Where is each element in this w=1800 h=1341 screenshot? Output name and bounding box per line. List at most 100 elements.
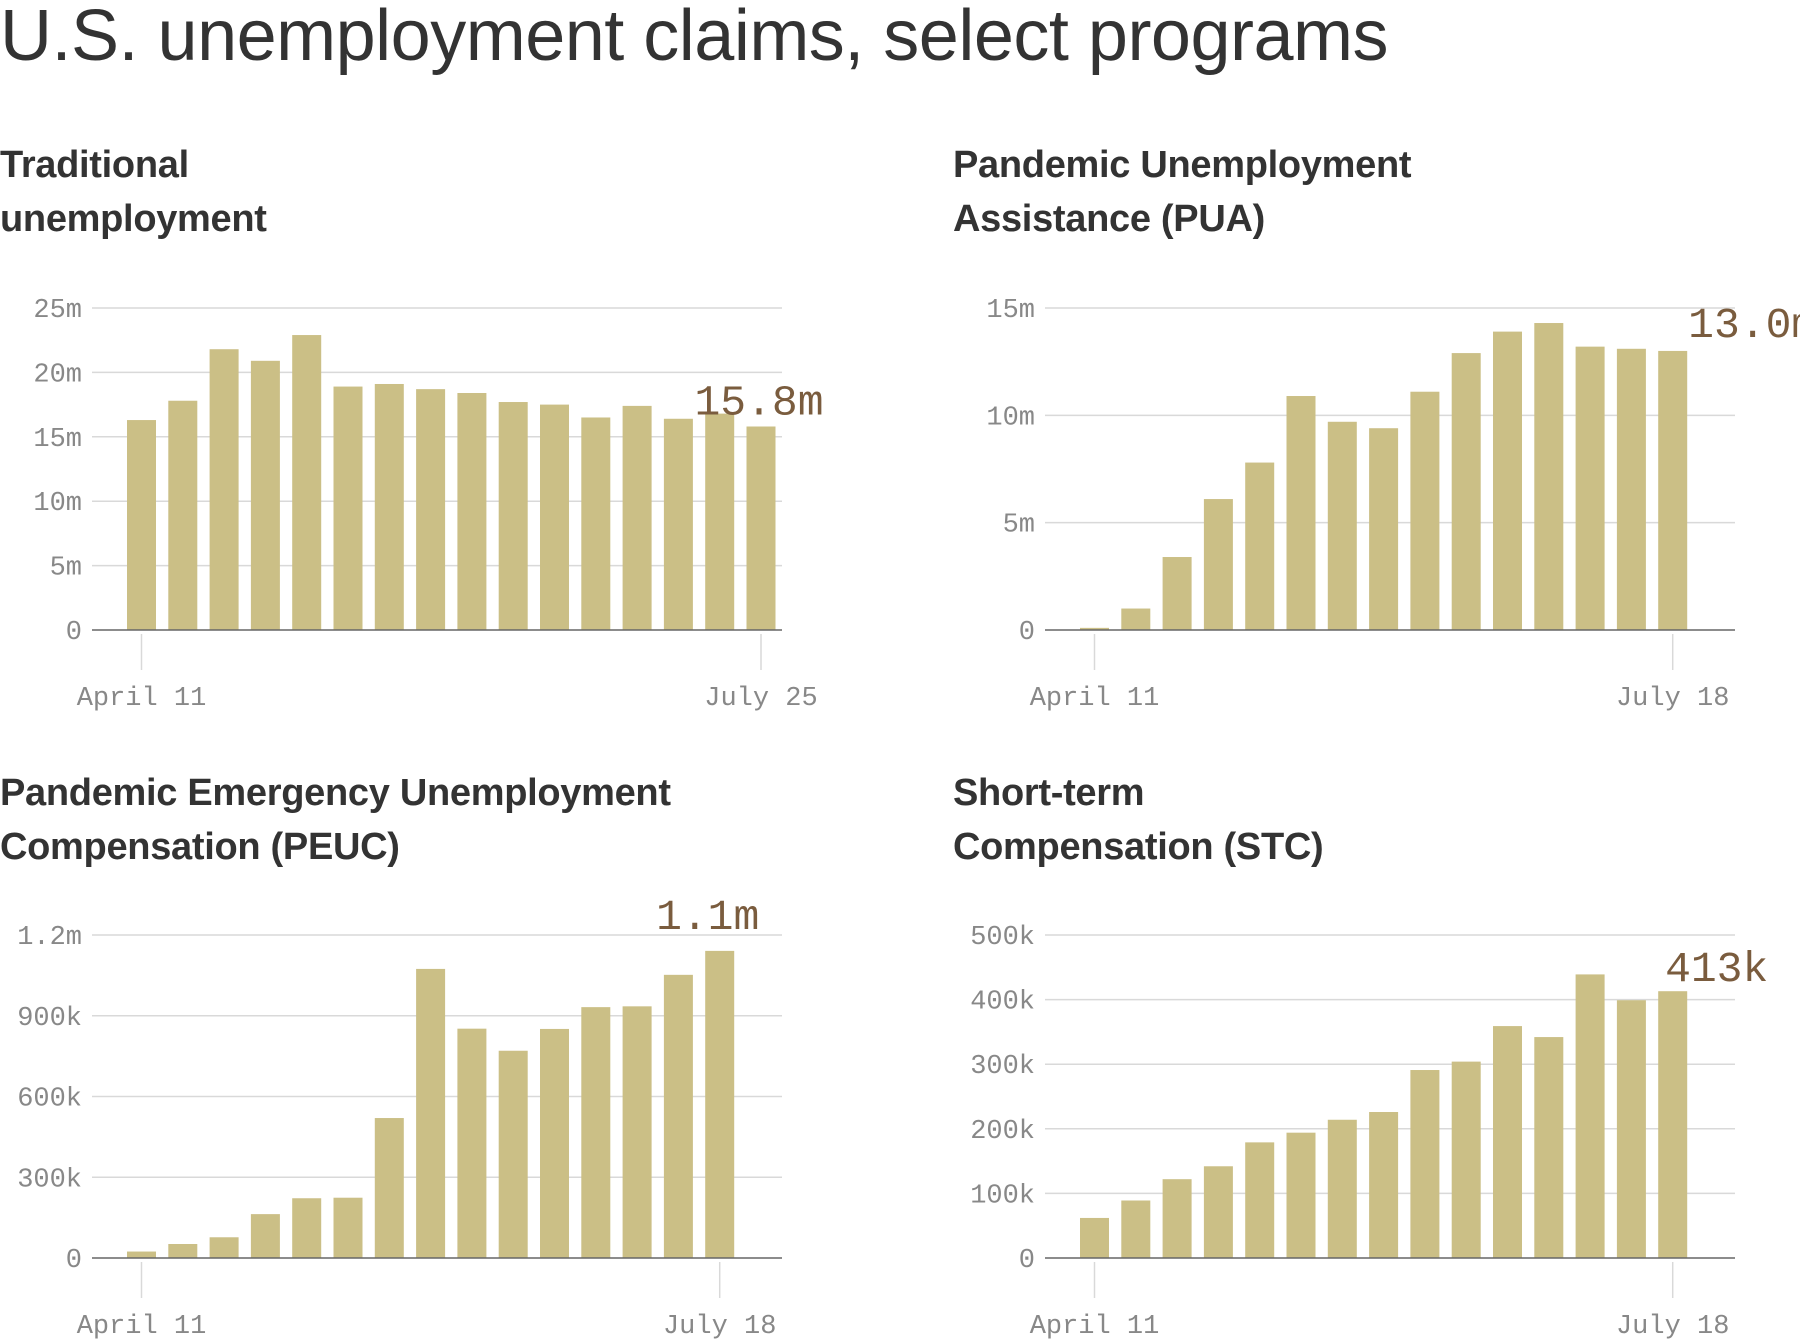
chart-stc: 0 100k 200k 300k 400k 500k April 11 July 18 413k bbox=[970, 923, 1768, 1341]
bar bbox=[250, 1214, 280, 1258]
y-tick-label: 15m bbox=[986, 296, 1035, 326]
y-tick-label: 0 bbox=[1019, 1246, 1035, 1276]
bar bbox=[581, 1007, 611, 1258]
bar bbox=[581, 417, 611, 630]
bar bbox=[1080, 1217, 1109, 1258]
bar bbox=[1245, 462, 1275, 630]
y-tick-label: 1.2m bbox=[17, 923, 82, 953]
bar bbox=[1369, 428, 1399, 630]
bar bbox=[705, 950, 735, 1258]
panel-title-line: unemployment bbox=[0, 198, 267, 240]
y-tick-label: 10m bbox=[986, 403, 1035, 433]
bar bbox=[1245, 1142, 1275, 1258]
bar bbox=[746, 426, 776, 630]
x-tick-label: July 25 bbox=[704, 684, 817, 714]
bar bbox=[540, 404, 569, 630]
bar bbox=[540, 1028, 569, 1258]
panel-title-line: Compensation (STC) bbox=[953, 826, 1324, 868]
bar bbox=[127, 420, 156, 630]
bar bbox=[498, 1050, 528, 1258]
bar bbox=[1534, 323, 1564, 630]
bar bbox=[333, 1197, 363, 1258]
x-tick-label: April 11 bbox=[1030, 684, 1160, 714]
x-tick-label: April 11 bbox=[77, 684, 207, 714]
y-tick-label: 600k bbox=[17, 1085, 82, 1115]
bar bbox=[1203, 1166, 1233, 1258]
chart-title: U.S. unemployment claims, select program… bbox=[0, 0, 1389, 76]
bar bbox=[457, 393, 487, 630]
bar bbox=[209, 1237, 239, 1258]
y-tick-label: 500k bbox=[970, 923, 1035, 953]
y-tick-label: 5m bbox=[1003, 511, 1035, 541]
value-callout: 13.0m bbox=[1688, 301, 1800, 350]
bar bbox=[1575, 974, 1605, 1258]
bar bbox=[1658, 991, 1688, 1258]
bar bbox=[1327, 1119, 1357, 1258]
panel-title-peuc: Pandemic Emergency Unemployment Compensa… bbox=[0, 766, 671, 874]
bar bbox=[1121, 1200, 1151, 1258]
x-tick-label: April 11 bbox=[1030, 1312, 1160, 1341]
chart-pua: 0 5m 10m 15m April 11 July 18 13.0m bbox=[986, 296, 1800, 714]
y-tick-label: 10m bbox=[33, 489, 82, 519]
bar bbox=[1410, 1070, 1440, 1258]
bar bbox=[1658, 350, 1688, 630]
y-tick-label: 5m bbox=[50, 554, 82, 584]
bar bbox=[374, 1118, 404, 1258]
panel-title-line: Compensation (PEUC) bbox=[0, 826, 400, 868]
bar bbox=[1369, 1112, 1399, 1258]
bar bbox=[168, 1244, 198, 1258]
bar bbox=[1286, 396, 1316, 630]
y-tick-label: 900k bbox=[17, 1004, 82, 1034]
bar bbox=[705, 413, 735, 630]
y-tick-label: 300k bbox=[17, 1165, 82, 1195]
x-tick-label: July 18 bbox=[1616, 684, 1729, 714]
bar bbox=[1162, 1179, 1192, 1258]
y-tick-label: 15m bbox=[33, 425, 82, 455]
y-tick-label: 0 bbox=[66, 618, 82, 648]
y-tick-label: 0 bbox=[1019, 618, 1035, 648]
bar bbox=[1493, 1026, 1522, 1258]
bar bbox=[1534, 1037, 1564, 1258]
bar bbox=[1451, 353, 1481, 630]
value-callout: 1.1m bbox=[656, 893, 759, 942]
x-tick-label: April 11 bbox=[77, 1312, 207, 1341]
panel-title-pua: Pandemic Unemployment Assistance (PUA) bbox=[953, 138, 1412, 246]
bar bbox=[1493, 331, 1522, 630]
bar bbox=[1616, 348, 1646, 630]
bar bbox=[416, 968, 446, 1258]
bar bbox=[333, 386, 363, 630]
panel-title-line: Traditional bbox=[0, 144, 189, 186]
bar bbox=[498, 402, 528, 630]
bar bbox=[622, 405, 652, 630]
bar bbox=[663, 418, 693, 630]
bar bbox=[250, 360, 280, 630]
bar bbox=[1451, 1061, 1481, 1258]
y-tick-label: 25m bbox=[33, 296, 82, 326]
bar bbox=[209, 349, 239, 630]
bar bbox=[127, 1251, 156, 1258]
bar bbox=[374, 383, 404, 630]
bar bbox=[416, 389, 446, 630]
value-callout: 413k bbox=[1665, 945, 1768, 994]
bar bbox=[1575, 346, 1605, 630]
panel-title-line: Pandemic Unemployment bbox=[953, 144, 1412, 186]
y-tick-label: 400k bbox=[970, 988, 1035, 1018]
x-tick-label: July 18 bbox=[663, 1312, 776, 1341]
chart-traditional: 0 5m 10m 15m 20m 25m April 11 July 25 15.8m bbox=[33, 296, 823, 714]
bar bbox=[1410, 391, 1440, 630]
bar bbox=[1286, 1132, 1316, 1258]
bar bbox=[663, 974, 693, 1258]
bar bbox=[292, 1198, 322, 1258]
bar bbox=[1162, 557, 1192, 630]
y-tick-label: 20m bbox=[33, 360, 82, 390]
value-callout: 15.8m bbox=[694, 378, 823, 427]
panel-title-traditional: Traditional unemployment bbox=[0, 138, 267, 246]
bar bbox=[622, 1006, 652, 1258]
bar bbox=[1327, 421, 1357, 630]
y-tick-label: 0 bbox=[66, 1246, 82, 1276]
y-tick-label: 100k bbox=[970, 1181, 1035, 1211]
x-tick-label: July 18 bbox=[1616, 1312, 1729, 1341]
bar bbox=[457, 1028, 487, 1258]
bar bbox=[168, 400, 198, 630]
